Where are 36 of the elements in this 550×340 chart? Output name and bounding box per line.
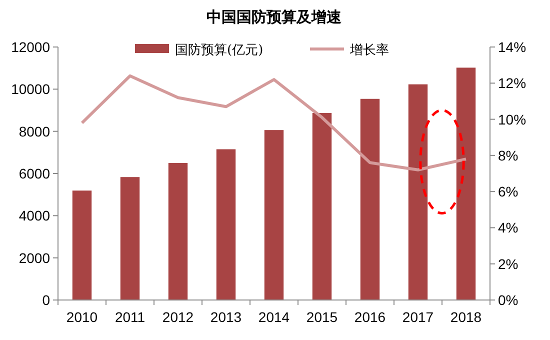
x-tick-label: 2012: [162, 309, 194, 325]
y2-tick-label: 10%: [498, 111, 526, 128]
bar: [264, 130, 284, 300]
y-tick-label: 2000: [18, 250, 50, 266]
legend-label: 国防预算(亿元): [175, 43, 264, 58]
y-tick-label: 0: [42, 292, 50, 308]
y2-tick-label: 4%: [498, 220, 518, 236]
y-tick-label: 6000: [18, 166, 50, 182]
bar: [72, 190, 92, 300]
chart-title: 中国国防预算及增速: [206, 9, 342, 26]
bar: [456, 68, 476, 300]
legend-label: 增长率: [349, 42, 389, 58]
y2-tick-label: 8%: [498, 147, 518, 164]
x-tick-label: 2010: [66, 309, 98, 325]
y2-tick-label: 6%: [498, 184, 518, 200]
x-tick-label: 2015: [306, 309, 338, 325]
y-tick-label: 10000: [11, 81, 50, 98]
y-tick-label: 12000: [11, 39, 50, 55]
y-tick-label: 8000: [18, 123, 50, 140]
bar: [408, 84, 428, 300]
bar: [120, 177, 140, 300]
bar: [360, 98, 380, 300]
x-tick-label: 2018: [450, 309, 482, 325]
x-tick-label: 2016: [354, 309, 386, 325]
y2-tick-label: 14%: [498, 39, 526, 55]
bar: [312, 112, 332, 300]
x-tick-label: 2013: [210, 309, 242, 325]
bar: [168, 162, 188, 300]
bar: [216, 149, 236, 300]
x-tick-label: 2011: [114, 309, 146, 325]
y2-tick-label: 2%: [498, 256, 518, 272]
y-tick-label: 4000: [18, 208, 50, 224]
y2-tick-label: 12%: [498, 75, 526, 92]
x-tick-label: 2014: [258, 309, 290, 325]
y2-tick-label: 0%: [498, 292, 518, 308]
x-tick-label: 2017: [402, 309, 434, 325]
